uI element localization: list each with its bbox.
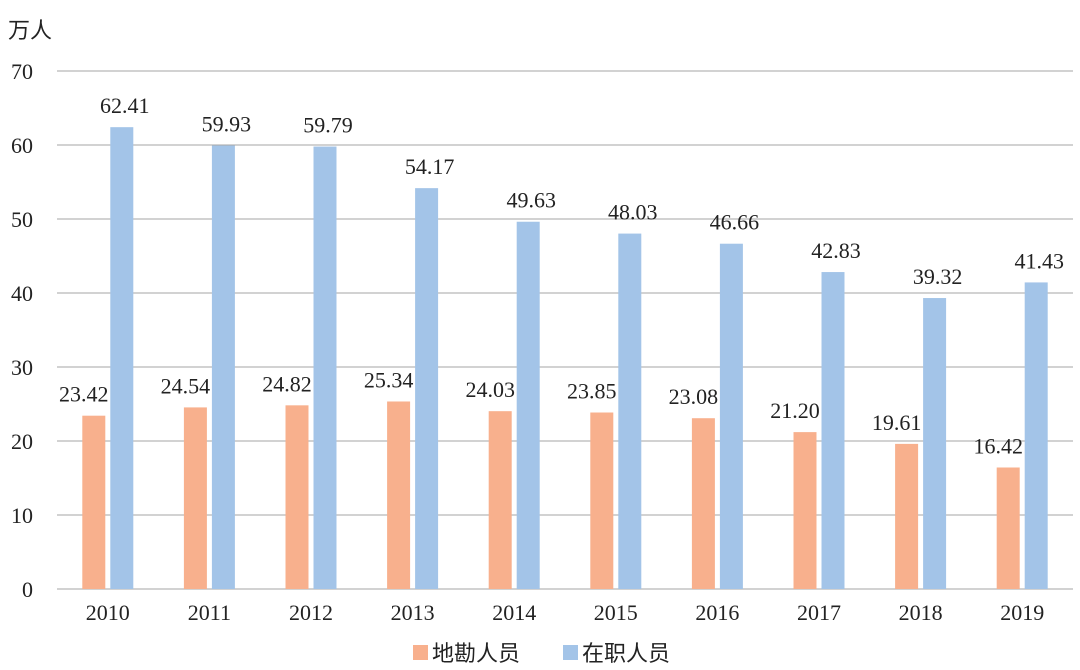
bar-series1	[590, 412, 614, 589]
x-tick-label: 2016	[695, 600, 739, 625]
bar-series1	[895, 443, 919, 589]
bar-series2	[516, 221, 540, 589]
x-tick-label: 2018	[899, 600, 943, 625]
y-tick-label: 60	[11, 133, 33, 158]
x-tick-label: 2013	[391, 600, 435, 625]
bar-series2	[923, 298, 947, 589]
data-labels: 23.42 24.54 24.82 25.34 24.03 23.85 23.08 21.20…	[59, 93, 1064, 458]
bar-series1	[691, 418, 715, 589]
data-label: 46.66	[710, 210, 760, 235]
data-label: 54.17	[405, 154, 455, 179]
data-label: 62.41	[100, 93, 150, 118]
bar-series2	[821, 272, 845, 589]
bar-series2	[415, 188, 439, 589]
data-label: 19.61	[872, 410, 922, 435]
x-axis-ticks: 2010 2011 2012 2013 2014 2015 2016 2017 2018 2019	[86, 600, 1044, 625]
y-tick-label: 30	[11, 355, 33, 380]
bar-series2	[313, 146, 337, 589]
data-label: 23.85	[567, 379, 617, 404]
y-tick-label: 40	[11, 281, 33, 306]
y-axis-ticks: 0 10 20 30 40 50 60 70	[11, 59, 33, 602]
legend: 地勘人员 在职人员	[413, 641, 670, 666]
bar-series1	[285, 405, 309, 589]
bar-series2	[719, 243, 743, 589]
legend-label: 在职人员	[582, 641, 670, 666]
y-tick-label: 20	[11, 429, 33, 454]
bar-series1	[82, 415, 106, 589]
bar-series1	[488, 411, 512, 589]
y-tick-label: 0	[22, 577, 33, 602]
bar-series2	[1024, 282, 1048, 589]
x-tick-label: 2011	[188, 600, 231, 625]
data-label: 16.42	[973, 433, 1023, 458]
data-label: 21.20	[770, 398, 820, 423]
legend-label: 地勘人员	[432, 641, 520, 666]
bar-series1	[996, 467, 1020, 589]
data-label: 23.08	[669, 384, 719, 409]
data-label: 23.42	[59, 382, 109, 407]
bar-series1	[793, 432, 817, 589]
data-label: 24.82	[262, 371, 312, 396]
bar-series1	[387, 401, 411, 589]
bar-series2	[211, 145, 235, 589]
data-label: 24.54	[161, 373, 211, 398]
data-label: 59.79	[303, 113, 353, 138]
bars	[82, 127, 1048, 589]
y-axis-unit-label: 万人	[8, 18, 52, 43]
data-label: 49.63	[506, 188, 556, 213]
x-tick-label: 2015	[594, 600, 638, 625]
x-tick-label: 2017	[797, 600, 841, 625]
data-label: 24.03	[465, 377, 515, 402]
x-tick-label: 2019	[1000, 600, 1044, 625]
bar-series1	[183, 407, 207, 589]
data-label: 41.43	[1014, 248, 1064, 273]
y-tick-label: 70	[11, 59, 33, 84]
gridlines	[57, 70, 1073, 590]
data-label: 39.32	[913, 264, 963, 289]
x-tick-label: 2014	[492, 600, 536, 625]
legend-swatch	[413, 645, 428, 660]
data-label: 48.03	[608, 200, 658, 225]
legend-swatch	[563, 645, 578, 660]
y-tick-label: 50	[11, 207, 33, 232]
x-tick-label: 2010	[86, 600, 130, 625]
data-label: 25.34	[364, 367, 414, 392]
x-tick-label: 2012	[289, 600, 333, 625]
data-label: 42.83	[811, 238, 861, 263]
bar-series2	[110, 127, 134, 589]
y-tick-label: 10	[11, 503, 33, 528]
bar-series2	[618, 233, 642, 589]
data-label: 59.93	[202, 112, 252, 137]
